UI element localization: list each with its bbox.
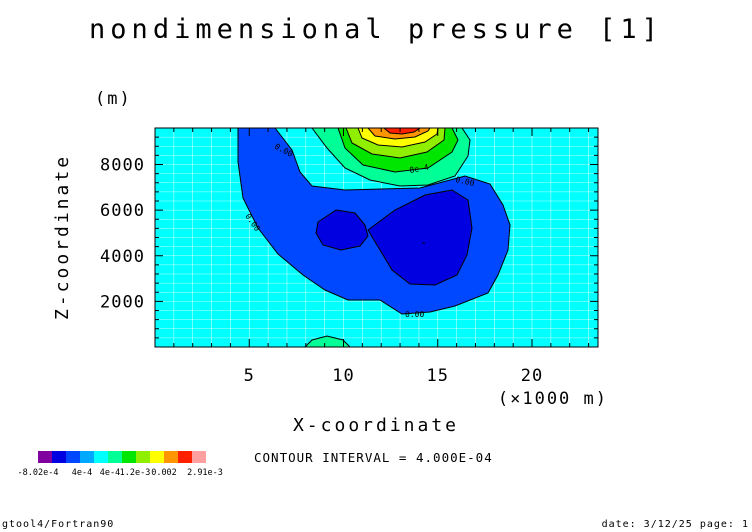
colorbar [38, 451, 206, 463]
footer-date-page: date: 3/12/25 page: 1 [602, 519, 749, 530]
colorbar-tick-label: 1.2e-3 [120, 468, 151, 478]
colorbar-tick-label: -8.02e-4 [18, 468, 59, 478]
colorbar-swatch [66, 451, 80, 463]
contour-fill-min-left [315, 209, 369, 251]
colorbar-swatch [192, 451, 206, 463]
contour-label: 0.00 [405, 310, 424, 319]
colorbar-tick-label: 4e-4 [72, 468, 92, 478]
colorbar-tick-label: 0.002 [151, 468, 177, 478]
x-axis-label: X-coordinate [293, 415, 459, 436]
y-tick-label: 6000 [100, 201, 145, 221]
x-tick-label: 20 [521, 366, 543, 386]
colorbar-swatch [136, 451, 150, 463]
y-tick-label: 8000 [100, 156, 145, 176]
x-tick-label: 15 [427, 366, 449, 386]
colorbar-swatch [108, 451, 122, 463]
y-tick-label: 2000 [100, 292, 145, 312]
y-axis-unit: (m) [95, 89, 132, 109]
y-axis-label: Z-coordinate [52, 154, 73, 320]
plot-area: 0.00 0.00 0.00 0.00 8e-4 [155, 128, 598, 347]
contour-fill-bottom-positive [304, 335, 351, 347]
contour-label: 0.00 [455, 175, 476, 188]
contour-interval-text: CONTOUR INTERVAL = 4.000E-04 [254, 450, 493, 465]
x-tick-label: 5 [244, 366, 255, 386]
colorbar-swatch [178, 451, 192, 463]
colorbar-swatch [164, 451, 178, 463]
contour-fill-positive-6 [383, 128, 421, 135]
footer-software: gtool4/Fortran90 [2, 519, 114, 530]
contour-fill-min-right [367, 189, 473, 286]
colorbar-swatch [38, 451, 52, 463]
colorbar-tick-label: 4e-4 [100, 468, 120, 478]
colorbar-swatch [94, 451, 108, 463]
contour-label: 8e-4 [409, 163, 430, 175]
x-tick-label: 10 [332, 366, 354, 386]
y-tick-label: 4000 [100, 247, 145, 267]
colorbar-swatch [150, 451, 164, 463]
axes: 5 10 15 20 2000 4000 6000 8000 [100, 128, 598, 386]
colorbar-swatch [80, 451, 94, 463]
chart-title: nondimensional pressure [1] [89, 14, 663, 45]
colorbar-labels: -8.02e-4 4e-4 4e-4 1.2e-3 0.002 2.91e-3 [18, 468, 223, 478]
colorbar-swatch [122, 451, 136, 463]
colorbar-tick-label: 2.91e-3 [187, 468, 223, 478]
colorbar-swatch [52, 451, 66, 463]
x-axis-unit: (×1000 m) [498, 389, 608, 409]
